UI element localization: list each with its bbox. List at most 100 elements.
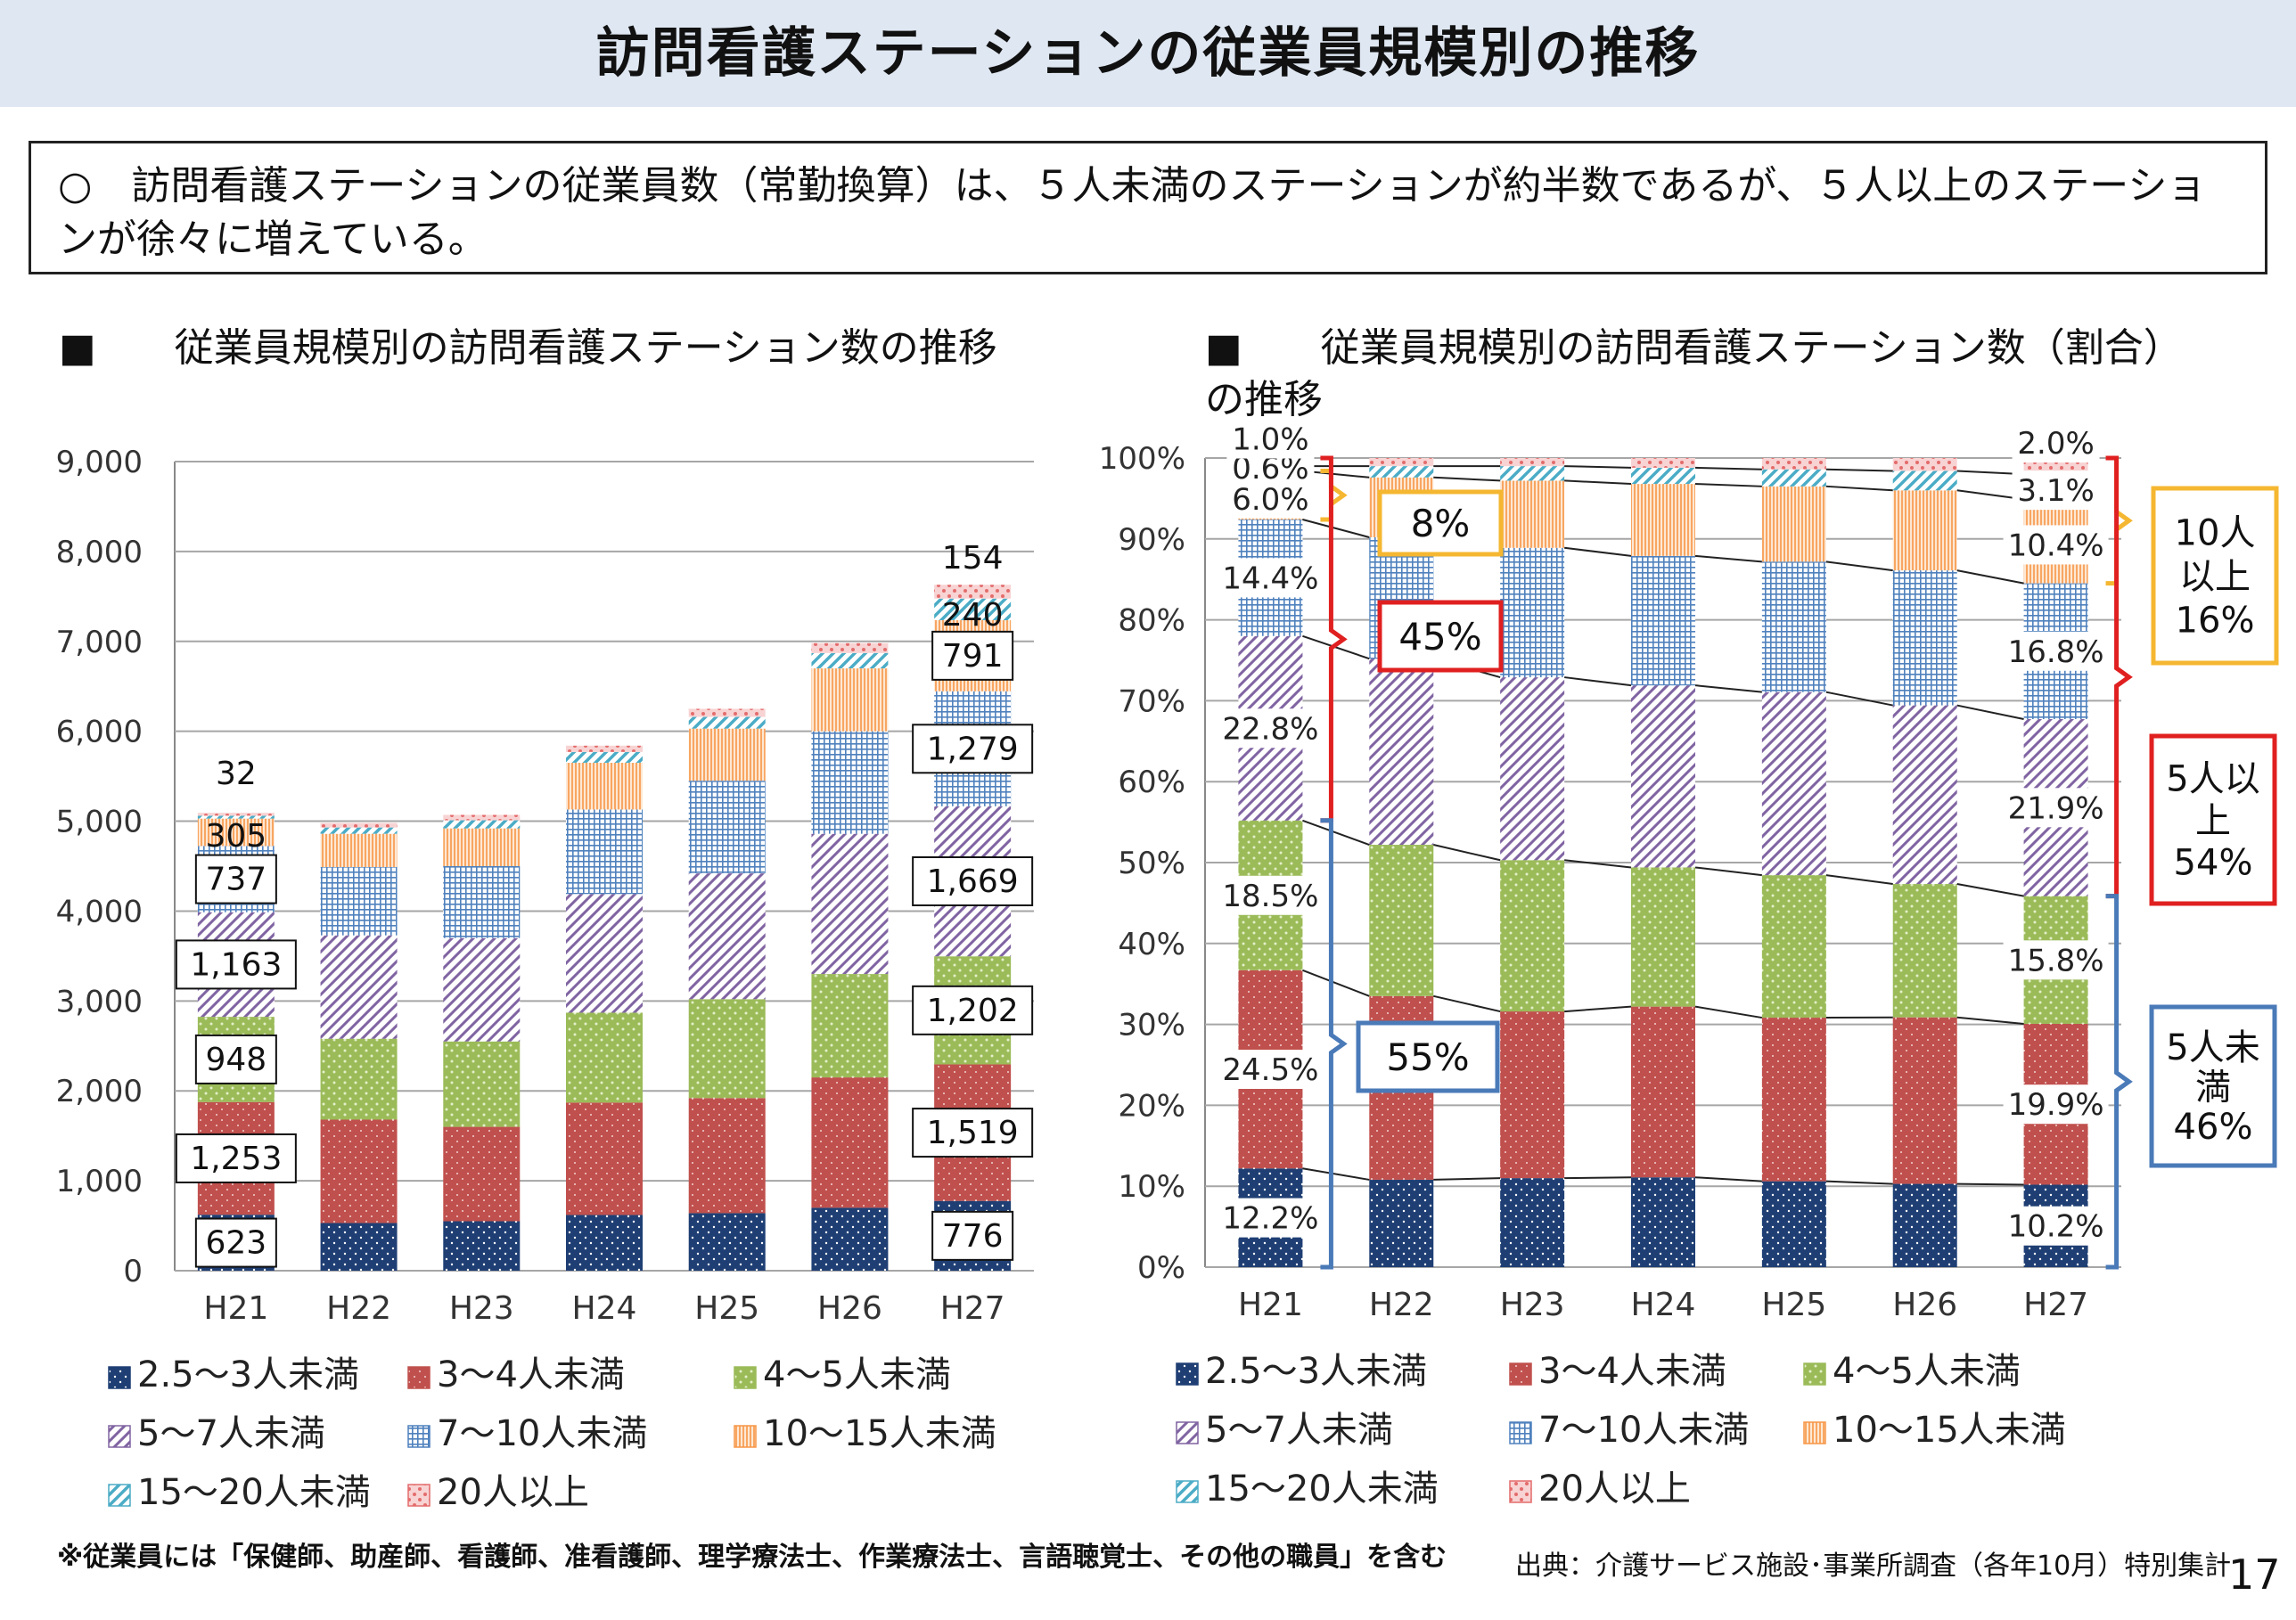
legend-swatch xyxy=(108,1484,131,1507)
bar-segment xyxy=(197,818,275,847)
legend-swatch xyxy=(108,1425,131,1448)
right-percent-label: 19.9% xyxy=(2008,1087,2104,1123)
bar-segment xyxy=(688,1213,766,1271)
data-label: 776 xyxy=(942,1218,1004,1255)
bar-segment xyxy=(1761,691,1826,876)
bar-segment xyxy=(320,822,398,828)
left-percent-label: 24.5% xyxy=(1222,1052,1318,1088)
x-tick-label: H23 xyxy=(1500,1287,1565,1323)
bar-segment xyxy=(1500,1178,1565,1267)
bar-segment xyxy=(1761,875,1826,1019)
page-number: 17 xyxy=(2228,1550,2281,1599)
bar-segment xyxy=(688,708,766,717)
percent-label-bg xyxy=(2012,470,2100,511)
data-label-box xyxy=(912,724,1034,774)
right-percent-label: 10.4% xyxy=(2008,528,2104,563)
series-connector-line xyxy=(1302,465,2024,476)
legend-swatch xyxy=(1509,1421,1532,1444)
x-tick-label: H25 xyxy=(694,1290,759,1327)
data-label: 1,163 xyxy=(190,946,282,983)
right-percent-label: 21.9% xyxy=(2008,790,2104,826)
bar-segment xyxy=(1892,490,1957,571)
series-connector-line xyxy=(1302,819,2024,897)
bar-segment xyxy=(688,999,766,1099)
callout-over5-start-box xyxy=(1377,600,1504,673)
series-connector-line xyxy=(1302,969,2024,1025)
legend-swatch xyxy=(1509,1480,1532,1503)
bar-segment xyxy=(443,820,521,829)
bar-segment xyxy=(811,668,889,732)
percent-label-bg xyxy=(2003,525,2109,565)
data-label: 1,519 xyxy=(927,1115,1019,1151)
data-label: 305 xyxy=(205,818,266,855)
callout-over5-end: 5人以 xyxy=(2166,758,2259,799)
bar-segment xyxy=(811,974,889,1078)
left-y-tick-label: 6,000 xyxy=(56,715,143,750)
bar-segment xyxy=(1369,466,1434,478)
bar-segment xyxy=(688,781,766,874)
bar-segment xyxy=(1631,1006,1695,1178)
bar-segment xyxy=(1500,677,1565,861)
percent-label-bg xyxy=(2003,788,2109,828)
x-tick-label: H24 xyxy=(572,1290,637,1327)
percent-label-bg xyxy=(1218,875,1324,915)
bar-segment xyxy=(1761,1181,1826,1267)
bar-segment xyxy=(566,809,643,895)
left-percent-label: 18.5% xyxy=(1222,879,1318,914)
legend-swatch xyxy=(407,1425,430,1448)
data-label: 1,253 xyxy=(190,1141,282,1177)
legend-item: 3～4人未満 xyxy=(1538,1351,1726,1392)
bar-segment xyxy=(1500,1011,1565,1179)
legend-item: 15～20人未満 xyxy=(137,1472,371,1513)
bar-segment xyxy=(443,1126,521,1222)
callout-over10-start-box xyxy=(1377,489,1504,557)
legend-swatch xyxy=(1176,1480,1199,1503)
bar-segment xyxy=(566,762,643,810)
bar-segment xyxy=(1369,458,1434,467)
x-tick-label: H21 xyxy=(203,1290,268,1327)
x-tick-label: H21 xyxy=(1238,1287,1303,1323)
data-label-box xyxy=(194,854,277,904)
data-label: 791 xyxy=(942,638,1004,675)
bar-segment xyxy=(934,585,1012,599)
bar-segment xyxy=(320,1119,398,1223)
bar-segment xyxy=(566,894,643,1013)
bar-segment xyxy=(320,827,398,834)
bar-segment xyxy=(1761,458,1826,470)
percent-label-bg xyxy=(2003,940,2109,980)
bar-segment xyxy=(1892,1017,1957,1184)
data-label-box xyxy=(175,1133,297,1183)
callout-over5-end: 54% xyxy=(2174,842,2253,883)
left-percent-label: 14.4% xyxy=(1222,560,1318,596)
bar-segment xyxy=(1761,469,1826,487)
x-tick-label: H22 xyxy=(326,1290,391,1327)
callout-under5-end: 46% xyxy=(2174,1107,2253,1148)
right-y-tick-label: 20% xyxy=(1118,1088,1185,1124)
data-label: 32 xyxy=(216,756,257,792)
bar-segment xyxy=(1761,561,1826,692)
percent-label-bg xyxy=(1218,1198,1324,1238)
callout-over5-end-box xyxy=(2149,733,2277,906)
bar-segment xyxy=(443,1041,521,1127)
bar-segment xyxy=(1892,1183,1957,1267)
bar-segment xyxy=(1369,845,1434,996)
callout-under5-end-box xyxy=(2149,1004,2277,1168)
bar-segment xyxy=(1892,470,1957,491)
bar-segment xyxy=(1631,685,1695,868)
callout-under5-start-box xyxy=(1356,1020,1500,1093)
legend-item: 5～7人未満 xyxy=(1205,1410,1393,1451)
callout-under5-start: 55% xyxy=(1386,1035,1469,1079)
bar-segment xyxy=(1500,860,1565,1012)
data-label: 240 xyxy=(942,597,1004,634)
legend-item: 3～4人未満 xyxy=(437,1354,625,1395)
legend-item: 7～10人未満 xyxy=(1538,1410,1749,1451)
bar-segment xyxy=(197,813,275,816)
bar-segment xyxy=(1892,570,1957,706)
left-y-tick-label: 2,000 xyxy=(56,1074,143,1109)
legend-item: 10～15人未満 xyxy=(763,1413,996,1454)
right-y-tick-label: 100% xyxy=(1099,441,1185,477)
legend-swatch xyxy=(1803,1362,1826,1386)
bar-segment xyxy=(1631,467,1695,485)
percent-label-bg xyxy=(2003,631,2109,671)
